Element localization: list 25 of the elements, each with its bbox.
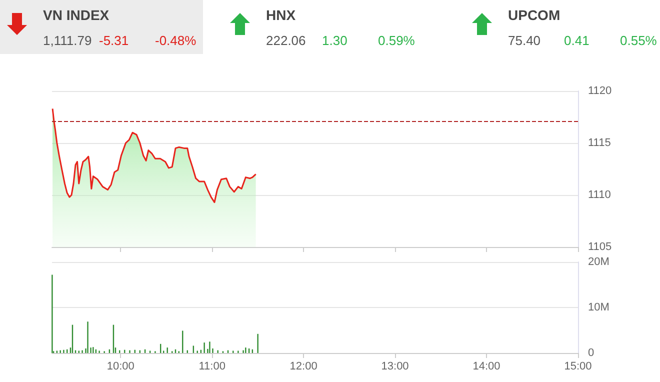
x-tick-label: 15:00 [564, 360, 592, 372]
x-tick-label: 13:00 [381, 360, 409, 372]
text: 222.06 [266, 33, 306, 48]
y-tick-label: 0 [588, 347, 594, 359]
x-tick-label: 14:00 [472, 360, 500, 372]
y-tick-label: 1115 [588, 137, 611, 149]
y-tick-label: 1105 [588, 241, 612, 253]
text: VN INDEX [43, 7, 110, 23]
text: 1.30 [322, 33, 348, 48]
text: 1,111.79 [43, 33, 92, 48]
text: -0.48% [155, 33, 196, 48]
text: 0.41 [564, 33, 590, 48]
text: 0.55% [620, 33, 657, 48]
y-tick-label: 10M [588, 302, 610, 314]
text: 0.59% [378, 33, 415, 48]
text: HNX [266, 7, 296, 23]
x-tick-label: 12:00 [290, 360, 318, 372]
y-tick-label: 1120 [588, 85, 612, 97]
x-tick-label: 10:00 [106, 360, 134, 372]
x-tick-label: 11:00 [198, 360, 226, 372]
y-tick-label: 1110 [588, 189, 611, 201]
text: UPCOM [508, 7, 560, 23]
text: 75.40 [508, 33, 541, 48]
y-tick-label: 20M [588, 256, 610, 268]
text: -5.31 [99, 33, 129, 48]
